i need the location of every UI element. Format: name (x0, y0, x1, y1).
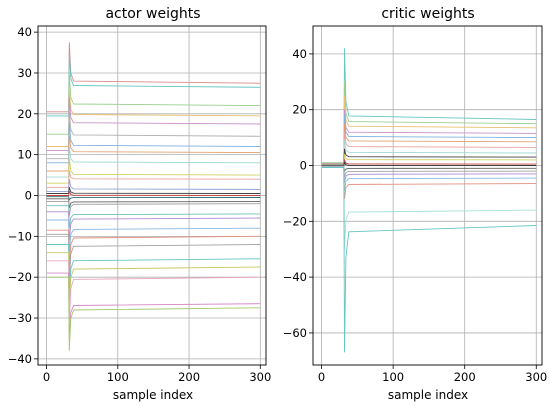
actor-series-line (46, 97, 261, 152)
actor-xtick-label: 0 (43, 370, 50, 384)
panel-critic: critic weights 0 100 200 300−60−40−2002040 … (283, 6, 548, 402)
critic-grid (313, 26, 542, 365)
actor-series-line (46, 146, 261, 178)
actor-series-line (46, 52, 261, 117)
actor-series-line (46, 109, 261, 160)
actor-series-line (46, 170, 261, 188)
actor-series-line (46, 198, 261, 208)
critic-series-line (321, 167, 537, 353)
actor-series-line (46, 272, 261, 339)
panel-actor: actor weights 0 100 200 300 −40 −30 −20 −10 0 10 2… (8, 6, 272, 402)
critic-ticks: 0 100 200 300 −60 −40 −20 0 20 40 (283, 47, 548, 384)
critic-frame (312, 25, 543, 366)
actor-ytick-label: −30 (8, 311, 32, 325)
actor-series-line (46, 187, 261, 194)
actor-ytick-label: 10 (17, 148, 32, 162)
actor-series-line (46, 252, 261, 310)
actor-ytick-label: 40 (17, 25, 32, 39)
critic-ytick-label: 0 (300, 159, 307, 173)
critic-ytick-label: 40 (292, 47, 307, 61)
critic-series-line (321, 81, 537, 164)
critic-series (321, 48, 537, 353)
actor-series-line (46, 121, 261, 164)
actor-series-line (46, 72, 261, 135)
actor-series-line (46, 189, 261, 196)
critic-ytick-label: −20 (283, 214, 307, 228)
actor-xtick-label: 200 (178, 370, 200, 384)
critic-ytick-label: 20 (292, 103, 307, 117)
actor-series-line (46, 260, 261, 323)
critic-ytick-label: −40 (283, 270, 307, 284)
actor-ytick-label: −10 (8, 229, 32, 243)
actor-frame (37, 25, 267, 366)
critic-series-line (321, 48, 537, 164)
actor-series-line (46, 229, 261, 270)
actor-series-line (46, 42, 261, 113)
actor-ytick-label: 30 (17, 66, 32, 80)
critic-xtick-label: 200 (454, 370, 476, 384)
actor-title: actor weights (105, 6, 200, 22)
actor-series-line (46, 219, 261, 253)
actor-series-line (46, 179, 261, 192)
actor-ytick-label: −40 (8, 352, 32, 366)
critic-xtick-label: 300 (525, 370, 547, 384)
actor-series-line (46, 211, 261, 241)
critic-series-line (321, 166, 537, 250)
critic-xlabel: sample index (388, 388, 468, 402)
actor-ytick-label: 20 (17, 107, 32, 121)
critic-title: critic weights (381, 6, 474, 22)
actor-series (46, 42, 261, 351)
critic-xtick-label: 100 (382, 370, 404, 384)
actor-series-line (46, 196, 261, 201)
actor-series-line (46, 201, 261, 216)
critic-series-line (321, 158, 537, 166)
critic-series-line (321, 165, 537, 173)
actor-series-line (46, 158, 261, 184)
actor-ytick-label: 0 (25, 189, 32, 203)
actor-series-line (46, 205, 261, 229)
actor-series-line (46, 244, 261, 298)
actor-series-line (46, 276, 261, 351)
actor-ytick-label: −20 (8, 270, 32, 284)
critic-series-line (321, 123, 537, 165)
actor-ticks: 0 100 200 300 −40 −30 −20 −10 0 10 20 30 40 (8, 25, 272, 384)
actor-series-line (46, 89, 261, 147)
critic-ytick-label: −60 (283, 326, 307, 340)
actor-xtick-label: 100 (107, 370, 129, 384)
actor-series-line (46, 134, 261, 172)
critic-xtick-label: 0 (318, 370, 325, 384)
actor-xtick-label: 300 (249, 370, 271, 384)
critic-series-line (321, 165, 537, 177)
actor-series-line (46, 233, 261, 282)
actor-xlabel: sample index (113, 388, 193, 402)
critic-series-line (321, 166, 537, 191)
critic-series-line (321, 148, 537, 166)
critic-series-line (321, 140, 537, 166)
